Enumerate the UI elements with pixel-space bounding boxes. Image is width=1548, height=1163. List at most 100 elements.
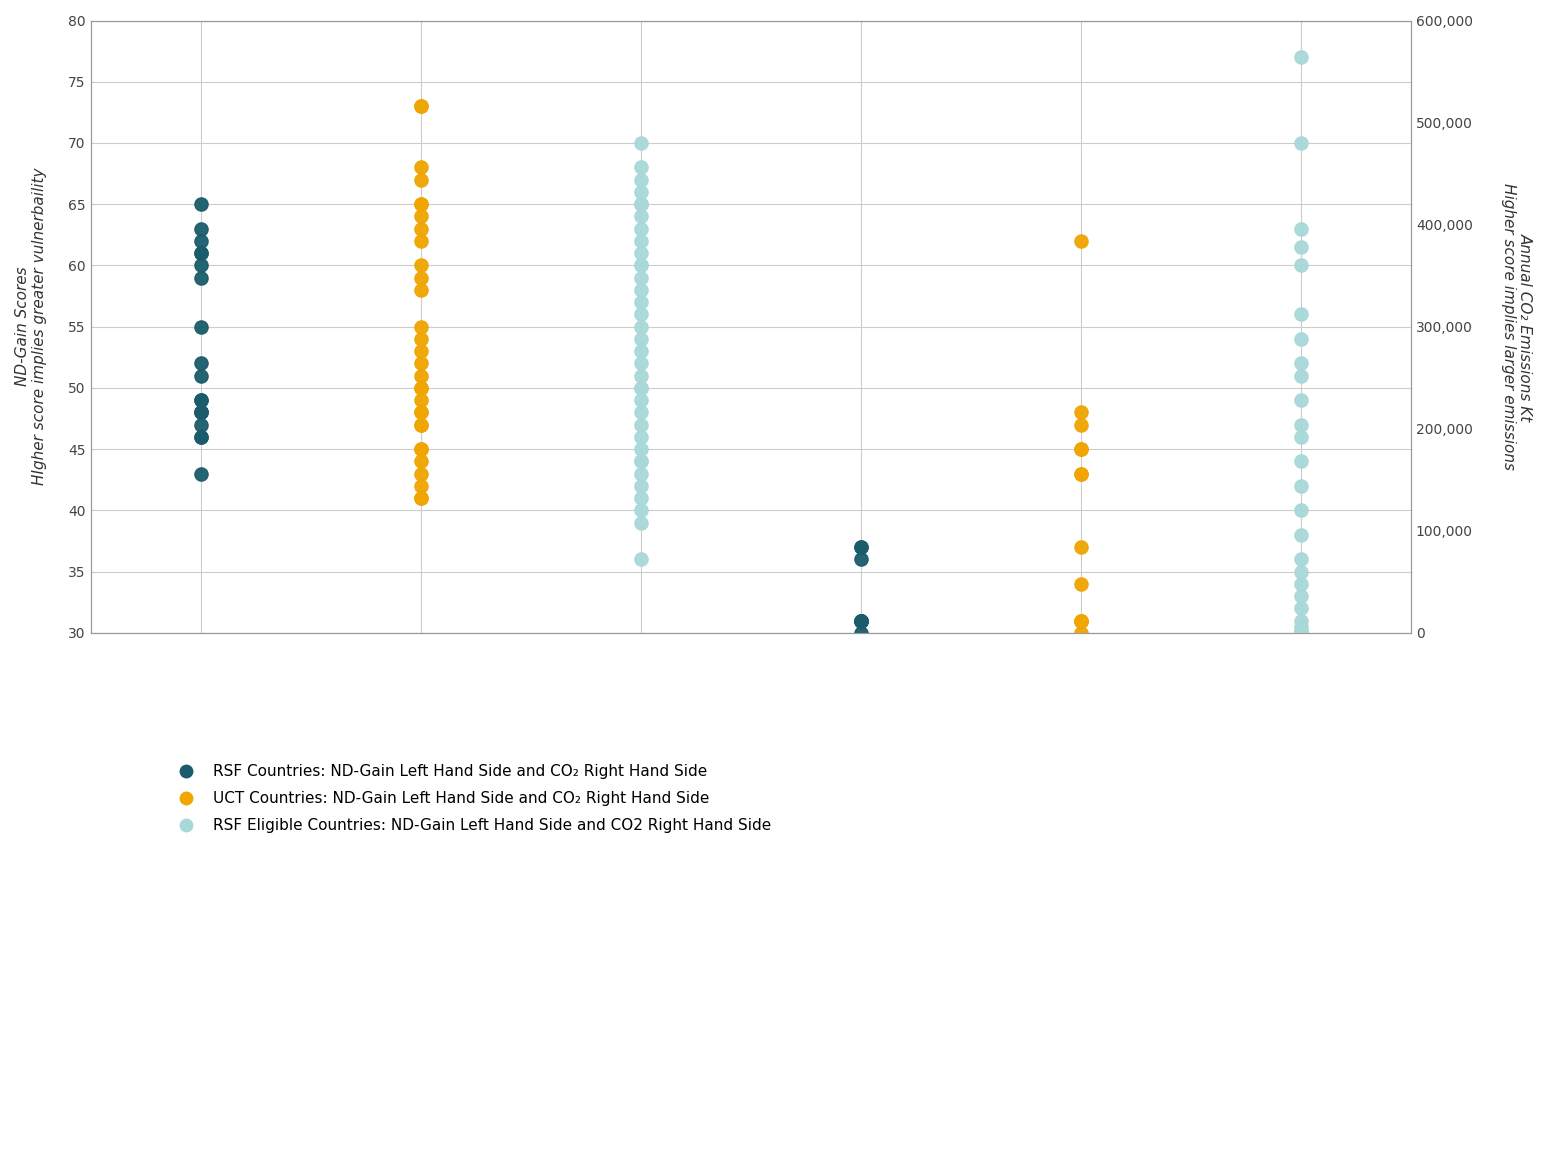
Point — [848, 612, 873, 630]
Point — [1068, 537, 1093, 556]
Point — [1288, 563, 1313, 582]
UCT Countries: ND-Gain Left Hand Side and CO₂ Right Hand Side: (2, 55): ND-Gain Left Hand Side and CO₂ Right Han… — [409, 317, 433, 336]
RSF Eligible Countries: ND-Gain Left Hand Side and CO2 Right Hand Side: (3, 40): ND-Gain Left Hand Side and CO2 Right Han… — [628, 501, 653, 520]
Point — [1288, 256, 1313, 274]
UCT Countries: ND-Gain Left Hand Side and CO₂ Right Hand Side: (2, 52): ND-Gain Left Hand Side and CO₂ Right Han… — [409, 354, 433, 372]
Point — [1288, 477, 1313, 495]
UCT Countries: ND-Gain Left Hand Side and CO₂ Right Hand Side: (2, 65): ND-Gain Left Hand Side and CO₂ Right Han… — [409, 195, 433, 214]
Point — [1288, 366, 1313, 385]
RSF Eligible Countries: ND-Gain Left Hand Side and CO2 Right Hand Side: (3, 63): ND-Gain Left Hand Side and CO2 Right Han… — [628, 220, 653, 238]
RSF Eligible Countries: ND-Gain Left Hand Side and CO2 Right Hand Side: (3, 67): ND-Gain Left Hand Side and CO2 Right Han… — [628, 171, 653, 190]
RSF Countries: ND-Gain Left Hand Side and CO₂ Right Hand Side: (1, 48): ND-Gain Left Hand Side and CO₂ Right Han… — [189, 404, 214, 422]
Point — [848, 612, 873, 630]
Point — [1288, 612, 1313, 630]
RSF Eligible Countries: ND-Gain Left Hand Side and CO2 Right Hand Side: (3, 60): ND-Gain Left Hand Side and CO2 Right Han… — [628, 256, 653, 274]
RSF Eligible Countries: ND-Gain Left Hand Side and CO2 Right Hand Side: (3, 58): ND-Gain Left Hand Side and CO2 Right Han… — [628, 280, 653, 299]
UCT Countries: ND-Gain Left Hand Side and CO₂ Right Hand Side: (2, 58): ND-Gain Left Hand Side and CO₂ Right Han… — [409, 280, 433, 299]
Point — [1068, 623, 1093, 642]
RSF Eligible Countries: ND-Gain Left Hand Side and CO2 Right Hand Side: (3, 48): ND-Gain Left Hand Side and CO2 Right Han… — [628, 404, 653, 422]
Point — [1288, 305, 1313, 323]
RSF Eligible Countries: ND-Gain Left Hand Side and CO2 Right Hand Side: (3, 52): ND-Gain Left Hand Side and CO2 Right Han… — [628, 354, 653, 372]
RSF Eligible Countries: ND-Gain Left Hand Side and CO2 Right Hand Side: (3, 47): ND-Gain Left Hand Side and CO2 Right Han… — [628, 415, 653, 434]
Point — [848, 623, 873, 642]
UCT Countries: ND-Gain Left Hand Side and CO₂ Right Hand Side: (2, 44): ND-Gain Left Hand Side and CO₂ Right Han… — [409, 452, 433, 471]
Point — [1288, 550, 1313, 569]
RSF Eligible Countries: ND-Gain Left Hand Side and CO2 Right Hand Side: (3, 65): ND-Gain Left Hand Side and CO2 Right Han… — [628, 195, 653, 214]
Point — [848, 612, 873, 630]
UCT Countries: ND-Gain Left Hand Side and CO₂ Right Hand Side: (2, 63): ND-Gain Left Hand Side and CO₂ Right Han… — [409, 220, 433, 238]
Point — [1068, 612, 1093, 630]
RSF Eligible Countries: ND-Gain Left Hand Side and CO2 Right Hand Side: (3, 53): ND-Gain Left Hand Side and CO2 Right Han… — [628, 342, 653, 361]
UCT Countries: ND-Gain Left Hand Side and CO₂ Right Hand Side: (2, 50): ND-Gain Left Hand Side and CO₂ Right Han… — [409, 379, 433, 398]
Point — [1288, 618, 1313, 636]
UCT Countries: ND-Gain Left Hand Side and CO₂ Right Hand Side: (2, 73): ND-Gain Left Hand Side and CO₂ Right Han… — [409, 97, 433, 115]
Point — [1068, 575, 1093, 593]
RSF Eligible Countries: ND-Gain Left Hand Side and CO2 Right Hand Side: (3, 55): ND-Gain Left Hand Side and CO2 Right Han… — [628, 317, 653, 336]
RSF Countries: ND-Gain Left Hand Side and CO₂ Right Hand Side: (1, 59): ND-Gain Left Hand Side and CO₂ Right Han… — [189, 269, 214, 287]
RSF Eligible Countries: ND-Gain Left Hand Side and CO2 Right Hand Side: (3, 45): ND-Gain Left Hand Side and CO2 Right Han… — [628, 440, 653, 458]
Point — [1068, 612, 1093, 630]
RSF Eligible Countries: ND-Gain Left Hand Side and CO2 Right Hand Side: (3, 62): ND-Gain Left Hand Side and CO2 Right Han… — [628, 231, 653, 250]
Point — [1288, 48, 1313, 66]
RSF Countries: ND-Gain Left Hand Side and CO₂ Right Hand Side: (1, 51): ND-Gain Left Hand Side and CO₂ Right Han… — [189, 366, 214, 385]
Y-axis label: ND-Gain Scores
HIgher score implies greater vulnerbaility: ND-Gain Scores HIgher score implies grea… — [15, 167, 48, 485]
UCT Countries: ND-Gain Left Hand Side and CO₂ Right Hand Side: (2, 64): ND-Gain Left Hand Side and CO₂ Right Han… — [409, 207, 433, 226]
UCT Countries: ND-Gain Left Hand Side and CO₂ Right Hand Side: (2, 43): ND-Gain Left Hand Side and CO₂ Right Han… — [409, 464, 433, 483]
RSF Countries: ND-Gain Left Hand Side and CO₂ Right Hand Side: (1, 49): ND-Gain Left Hand Side and CO₂ Right Han… — [189, 391, 214, 409]
RSF Eligible Countries: ND-Gain Left Hand Side and CO2 Right Hand Side: (3, 46): ND-Gain Left Hand Side and CO2 Right Han… — [628, 428, 653, 447]
RSF Eligible Countries: ND-Gain Left Hand Side and CO2 Right Hand Side: (3, 68): ND-Gain Left Hand Side and CO2 Right Han… — [628, 158, 653, 177]
Point — [1288, 452, 1313, 471]
RSF Eligible Countries: ND-Gain Left Hand Side and CO2 Right Hand Side: (3, 42): ND-Gain Left Hand Side and CO2 Right Han… — [628, 477, 653, 495]
RSF Countries: ND-Gain Left Hand Side and CO₂ Right Hand Side: (1, 65): ND-Gain Left Hand Side and CO₂ Right Han… — [189, 195, 214, 214]
Point — [1068, 440, 1093, 458]
RSF Eligible Countries: ND-Gain Left Hand Side and CO2 Right Hand Side: (3, 64): ND-Gain Left Hand Side and CO2 Right Han… — [628, 207, 653, 226]
Point — [1288, 134, 1313, 152]
RSF Eligible Countries: ND-Gain Left Hand Side and CO2 Right Hand Side: (3, 66): ND-Gain Left Hand Side and CO2 Right Han… — [628, 183, 653, 201]
Point — [1068, 440, 1093, 458]
UCT Countries: ND-Gain Left Hand Side and CO₂ Right Hand Side: (2, 47): ND-Gain Left Hand Side and CO₂ Right Han… — [409, 415, 433, 434]
Point — [1288, 587, 1313, 606]
Point — [1288, 354, 1313, 372]
UCT Countries: ND-Gain Left Hand Side and CO₂ Right Hand Side: (2, 48): ND-Gain Left Hand Side and CO₂ Right Han… — [409, 404, 433, 422]
RSF Countries: ND-Gain Left Hand Side and CO₂ Right Hand Side: (1, 62): ND-Gain Left Hand Side and CO₂ Right Han… — [189, 231, 214, 250]
Point — [1068, 231, 1093, 250]
RSF Eligible Countries: ND-Gain Left Hand Side and CO2 Right Hand Side: (3, 65): ND-Gain Left Hand Side and CO2 Right Han… — [628, 195, 653, 214]
RSF Countries: ND-Gain Left Hand Side and CO₂ Right Hand Side: (1, 60): ND-Gain Left Hand Side and CO₂ Right Han… — [189, 256, 214, 274]
RSF Eligible Countries: ND-Gain Left Hand Side and CO2 Right Hand Side: (3, 61): ND-Gain Left Hand Side and CO2 Right Han… — [628, 244, 653, 263]
Point — [1288, 220, 1313, 238]
UCT Countries: ND-Gain Left Hand Side and CO₂ Right Hand Side: (2, 47): ND-Gain Left Hand Side and CO₂ Right Han… — [409, 415, 433, 434]
RSF Countries: ND-Gain Left Hand Side and CO₂ Right Hand Side: (1, 47): ND-Gain Left Hand Side and CO₂ Right Han… — [189, 415, 214, 434]
Point — [1288, 428, 1313, 447]
RSF Eligible Countries: ND-Gain Left Hand Side and CO2 Right Hand Side: (3, 54): ND-Gain Left Hand Side and CO2 Right Han… — [628, 329, 653, 348]
Legend: RSF Countries: ND-Gain Left Hand Side and CO₂ Right Hand Side, UCT Countries: ND: RSF Countries: ND-Gain Left Hand Side an… — [164, 758, 777, 840]
RSF Eligible Countries: ND-Gain Left Hand Side and CO2 Right Hand Side: (3, 65): ND-Gain Left Hand Side and CO2 Right Han… — [628, 195, 653, 214]
RSF Eligible Countries: ND-Gain Left Hand Side and CO2 Right Hand Side: (3, 44): ND-Gain Left Hand Side and CO2 Right Han… — [628, 452, 653, 471]
RSF Eligible Countries: ND-Gain Left Hand Side and CO2 Right Hand Side: (3, 39): ND-Gain Left Hand Side and CO2 Right Han… — [628, 513, 653, 531]
UCT Countries: ND-Gain Left Hand Side and CO₂ Right Hand Side: (2, 73): ND-Gain Left Hand Side and CO₂ Right Han… — [409, 97, 433, 115]
Point — [1288, 415, 1313, 434]
Point — [848, 612, 873, 630]
RSF Eligible Countries: ND-Gain Left Hand Side and CO2 Right Hand Side: (3, 60): ND-Gain Left Hand Side and CO2 Right Han… — [628, 256, 653, 274]
RSF Countries: ND-Gain Left Hand Side and CO₂ Right Hand Side: (1, 48): ND-Gain Left Hand Side and CO₂ Right Han… — [189, 404, 214, 422]
RSF Eligible Countries: ND-Gain Left Hand Side and CO2 Right Hand Side: (3, 44): ND-Gain Left Hand Side and CO2 Right Han… — [628, 452, 653, 471]
Point — [1288, 622, 1313, 641]
RSF Countries: ND-Gain Left Hand Side and CO₂ Right Hand Side: (1, 49): ND-Gain Left Hand Side and CO₂ Right Han… — [189, 391, 214, 409]
RSF Countries: ND-Gain Left Hand Side and CO₂ Right Hand Side: (1, 61): ND-Gain Left Hand Side and CO₂ Right Han… — [189, 244, 214, 263]
UCT Countries: ND-Gain Left Hand Side and CO₂ Right Hand Side: (2, 59): ND-Gain Left Hand Side and CO₂ Right Han… — [409, 269, 433, 287]
UCT Countries: ND-Gain Left Hand Side and CO₂ Right Hand Side: (2, 41): ND-Gain Left Hand Side and CO₂ Right Han… — [409, 488, 433, 507]
UCT Countries: ND-Gain Left Hand Side and CO₂ Right Hand Side: (2, 45): ND-Gain Left Hand Side and CO₂ Right Han… — [409, 440, 433, 458]
Point — [1288, 237, 1313, 256]
UCT Countries: ND-Gain Left Hand Side and CO₂ Right Hand Side: (2, 68): ND-Gain Left Hand Side and CO₂ Right Han… — [409, 158, 433, 177]
Point — [1288, 526, 1313, 544]
Point — [1068, 404, 1093, 422]
RSF Eligible Countries: ND-Gain Left Hand Side and CO2 Right Hand Side: (3, 49): ND-Gain Left Hand Side and CO2 Right Han… — [628, 391, 653, 409]
Point — [848, 612, 873, 630]
RSF Countries: ND-Gain Left Hand Side and CO₂ Right Hand Side: (1, 48): ND-Gain Left Hand Side and CO₂ Right Han… — [189, 404, 214, 422]
Point — [848, 550, 873, 569]
UCT Countries: ND-Gain Left Hand Side and CO₂ Right Hand Side: (2, 53): ND-Gain Left Hand Side and CO₂ Right Han… — [409, 342, 433, 361]
RSF Eligible Countries: ND-Gain Left Hand Side and CO2 Right Hand Side: (3, 36): ND-Gain Left Hand Side and CO2 Right Han… — [628, 550, 653, 569]
RSF Countries: ND-Gain Left Hand Side and CO₂ Right Hand Side: (1, 46): ND-Gain Left Hand Side and CO₂ Right Han… — [189, 428, 214, 447]
Point — [1288, 599, 1313, 618]
RSF Countries: ND-Gain Left Hand Side and CO₂ Right Hand Side: (1, 61): ND-Gain Left Hand Side and CO₂ Right Han… — [189, 244, 214, 263]
RSF Countries: ND-Gain Left Hand Side and CO₂ Right Hand Side: (1, 52): ND-Gain Left Hand Side and CO₂ Right Han… — [189, 354, 214, 372]
